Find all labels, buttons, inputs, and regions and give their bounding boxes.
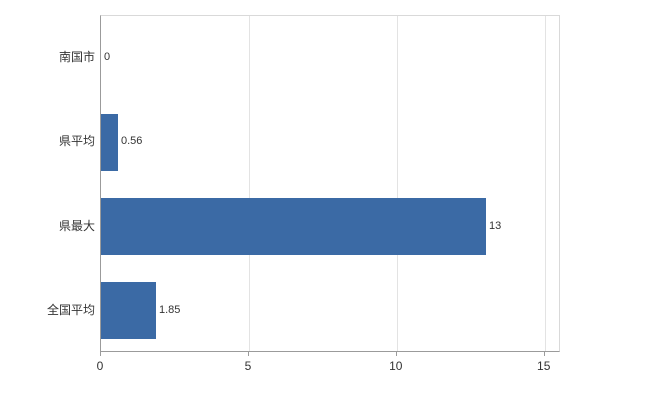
bar-県最大 — [101, 198, 486, 255]
x-axis-tick-label: 10 — [389, 359, 403, 373]
plot-area — [100, 15, 560, 352]
gridline — [396, 16, 398, 351]
x-axis-tick-mark — [543, 352, 545, 356]
gridline — [544, 16, 546, 351]
x-axis-tick-label: 5 — [244, 359, 252, 373]
value-label: 0.56 — [121, 135, 143, 147]
gridline — [248, 16, 250, 351]
x-axis-tick-label: 0 — [96, 359, 104, 373]
bar-全国平均 — [101, 282, 156, 339]
category-label: 全国平均 — [46, 303, 95, 317]
category-label: 南国市 — [58, 50, 95, 64]
value-label: 13 — [489, 220, 502, 232]
x-axis-tick-label: 15 — [537, 359, 551, 373]
category-label: 県最大 — [58, 219, 95, 233]
x-axis-tick-mark — [395, 352, 397, 356]
value-label: 0 — [104, 51, 111, 63]
x-axis-tick-mark — [100, 352, 101, 356]
bar-県平均 — [101, 114, 118, 171]
x-axis-tick-mark — [247, 352, 249, 356]
value-label: 1.85 — [159, 304, 181, 316]
category-label: 県平均 — [58, 134, 95, 148]
